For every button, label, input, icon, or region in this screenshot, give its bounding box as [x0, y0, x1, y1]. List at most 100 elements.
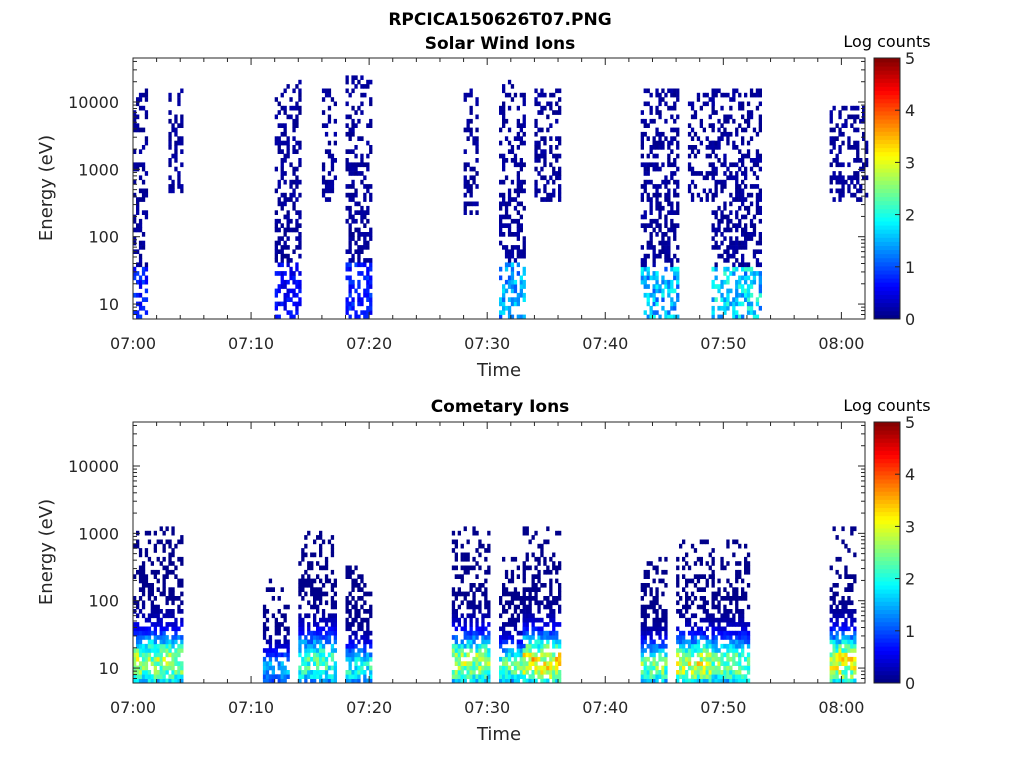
- heatmap-cell: [679, 670, 683, 675]
- heatmap-cell: [460, 574, 464, 579]
- heatmap-cell: [705, 578, 709, 584]
- heatmap-cell: [174, 127, 178, 133]
- colorbar-segment: [874, 184, 900, 189]
- heatmap-cell: [534, 670, 538, 675]
- heatmap-cell: [348, 648, 352, 653]
- heatmap-cell: [289, 271, 293, 276]
- x-tick-label: 07:20: [346, 698, 392, 717]
- heatmap-cell: [735, 609, 739, 614]
- heatmap-cell: [847, 188, 851, 194]
- heatmap-cell: [658, 622, 662, 627]
- heatmap-cell: [720, 123, 724, 128]
- heatmap-cell: [658, 201, 662, 207]
- heatmap-cell: [177, 596, 181, 601]
- heatmap-cell: [690, 665, 695, 671]
- heatmap-cell: [738, 184, 742, 189]
- heatmap-cell: [676, 140, 680, 146]
- heatmap-cell: [153, 530, 157, 536]
- heatmap-cell: [555, 101, 559, 107]
- heatmap-cell: [746, 236, 751, 241]
- heatmap-cell: [504, 201, 509, 207]
- heatmap-cell: [289, 288, 293, 294]
- heatmap-cell: [708, 665, 712, 671]
- heatmap-cell: [177, 184, 181, 189]
- heatmap-cell: [144, 92, 149, 98]
- heatmap-cell: [749, 223, 754, 228]
- heatmap-cell: [274, 114, 278, 120]
- heatmap-cell: [744, 262, 748, 268]
- heatmap-cell: [522, 245, 526, 250]
- solar-wind-title: Solar Wind Ions: [425, 34, 576, 54]
- colorbar-segment: [874, 629, 900, 635]
- heatmap-cell: [844, 674, 848, 679]
- heatmap-cell: [460, 600, 464, 606]
- heatmap-cell: [507, 232, 512, 237]
- heatmap-cell: [472, 179, 476, 185]
- heatmap-cell: [286, 626, 290, 632]
- heatmap-cell: [469, 639, 473, 645]
- heatmap-cell: [354, 227, 358, 233]
- heatmap-cell: [516, 652, 520, 658]
- heatmap-cell: [717, 587, 721, 592]
- heatmap-cell: [271, 652, 275, 658]
- heatmap-cell: [156, 652, 160, 658]
- heatmap-cell: [319, 661, 323, 666]
- heatmap-cell: [537, 92, 541, 98]
- heatmap-cell: [832, 105, 836, 111]
- colorbar-segment: [874, 58, 900, 63]
- heatmap-cell: [369, 118, 373, 124]
- heatmap-cell: [850, 670, 854, 675]
- heatmap-cell: [469, 192, 473, 198]
- heatmap-cell: [744, 561, 748, 566]
- heatmap-cell: [711, 314, 715, 320]
- heatmap-cell: [150, 591, 154, 597]
- heatmap-cell: [150, 569, 154, 575]
- heatmap-cell: [755, 88, 760, 94]
- heatmap-cell: [516, 565, 520, 571]
- heatmap-cell: [549, 162, 553, 168]
- heatmap-cell: [685, 670, 689, 675]
- y-tick-label: 10000: [68, 93, 119, 112]
- heatmap-cell: [552, 561, 556, 566]
- heatmap-cell: [735, 661, 739, 666]
- heatmap-cell: [156, 539, 160, 545]
- heatmap-cell: [741, 648, 745, 653]
- heatmap-cell: [856, 127, 860, 133]
- heatmap-cell: [699, 539, 703, 545]
- heatmap-cell: [735, 630, 739, 636]
- heatmap-cell: [664, 569, 668, 575]
- heatmap-cell: [558, 175, 562, 181]
- heatmap-cell: [649, 240, 653, 246]
- heatmap-cell: [283, 253, 287, 259]
- heatmap-cell: [168, 596, 172, 601]
- heatmap-cell: [484, 591, 488, 597]
- heatmap-cell: [502, 288, 506, 294]
- heatmap-cell: [853, 648, 857, 653]
- heatmap-cell: [333, 578, 337, 584]
- heatmap-cell: [324, 674, 329, 679]
- colorbar-segment: [874, 662, 900, 668]
- colorbar-segment: [874, 225, 900, 230]
- heatmap-cell: [758, 284, 762, 289]
- heatmap-cell: [741, 258, 745, 263]
- heatmap-cell: [741, 201, 745, 207]
- heatmap-cell: [159, 643, 163, 649]
- heatmap-cell: [685, 656, 689, 662]
- heatmap-burst: [133, 88, 149, 320]
- heatmap-cell: [646, 197, 650, 202]
- heatmap-cell: [286, 656, 290, 662]
- heatmap-cell: [159, 674, 163, 679]
- heatmap-cell: [475, 648, 479, 653]
- heatmap-cell: [162, 578, 166, 584]
- heatmap-cell: [708, 565, 712, 571]
- heatmap-cell: [168, 678, 172, 684]
- heatmap-cell: [693, 648, 698, 653]
- heatmap-cell: [499, 218, 503, 224]
- heatmap-cell: [679, 643, 683, 649]
- heatmap-cell: [168, 543, 172, 549]
- heatmap-cell: [522, 652, 526, 658]
- heatmap-burst: [711, 88, 762, 320]
- heatmap-cell: [150, 583, 154, 588]
- heatmap-cell: [307, 622, 311, 627]
- heatmap-cell: [643, 670, 647, 675]
